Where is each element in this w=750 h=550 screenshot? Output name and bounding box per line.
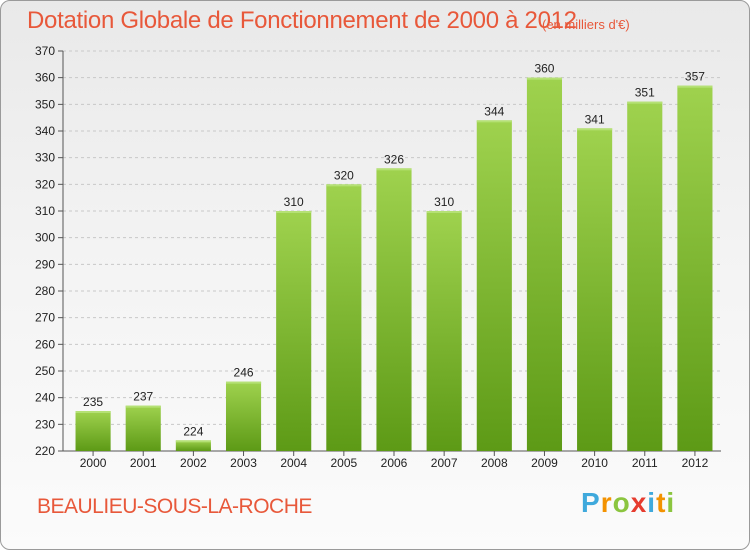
- y-tick-label: 240: [35, 391, 55, 405]
- x-tick-label: 2002: [180, 456, 207, 470]
- bar-2010: [577, 128, 613, 451]
- bar-highlight: [677, 85, 713, 88]
- bar-value-label: 344: [484, 104, 504, 118]
- y-tick-label: 290: [35, 257, 55, 271]
- bar-value-label: 341: [585, 112, 605, 126]
- bar-2002: [175, 440, 211, 451]
- bar-value-label: 224: [183, 424, 203, 438]
- x-tick-label: 2008: [481, 456, 508, 470]
- bar-2007: [426, 211, 462, 451]
- x-tick-label: 2009: [531, 456, 558, 470]
- bar-highlight: [175, 440, 211, 443]
- y-tick-label: 310: [35, 204, 55, 218]
- bar-2009: [526, 77, 563, 452]
- axis-layer: 220 230 240 250 260 270 280 290 300 310 320 330 340 3…: [35, 44, 721, 470]
- y-tick-label: 340: [35, 124, 55, 138]
- bar-value-label: 326: [384, 152, 404, 166]
- bar-value-label: 357: [685, 70, 705, 84]
- proxiti-logo: Proxiti: [581, 487, 675, 519]
- y-tick-label: 230: [35, 417, 55, 431]
- bar-highlight: [276, 211, 312, 213]
- x-tick-label: 2007: [431, 456, 458, 470]
- bar-value-label: 246: [234, 366, 254, 380]
- bar-value-label: 351: [635, 86, 655, 100]
- bar-highlight: [577, 128, 613, 131]
- x-tick-label: 2012: [682, 456, 709, 470]
- x-tick-label: 2006: [381, 456, 408, 470]
- x-tick-label: 2001: [130, 456, 157, 470]
- bar-2004: [276, 211, 312, 451]
- chart-unit-note: (en milliers d'€): [542, 17, 630, 32]
- x-tick-label: 2000: [80, 456, 107, 470]
- bar-highlight: [526, 77, 563, 80]
- x-tick-label: 2011: [632, 456, 658, 470]
- bar-2000: [75, 411, 111, 451]
- bar-highlight: [476, 120, 512, 123]
- y-tick-label: 220: [35, 444, 55, 458]
- y-tick-label: 270: [35, 311, 55, 325]
- bar-2008: [476, 120, 512, 451]
- bar-highlight: [225, 381, 262, 384]
- bar-highlight: [426, 211, 462, 213]
- logo-letter: t: [656, 487, 667, 518]
- y-tick-label: 300: [35, 231, 55, 245]
- logo-letter: r: [600, 487, 613, 518]
- bar-highlight: [326, 184, 362, 187]
- bar-highlight: [125, 405, 161, 408]
- bar-highlight: [627, 101, 663, 104]
- logo-letter: x: [630, 487, 648, 518]
- y-tick-label: 370: [35, 44, 55, 58]
- bar-layer: 235 237 224 246 310 320 326 310 344 360 341 351 357: [75, 62, 713, 452]
- y-tick-label: 260: [35, 337, 55, 351]
- logo-letter: o: [612, 487, 631, 518]
- bar-2006: [376, 168, 412, 452]
- bar-value-label: 360: [534, 62, 554, 76]
- y-tick-label: 330: [35, 151, 55, 165]
- bar-2005: [326, 184, 362, 452]
- x-tick-label: 2004: [280, 456, 307, 470]
- y-tick-label: 350: [35, 97, 55, 111]
- x-tick-label: 2003: [230, 456, 257, 470]
- y-tick-label: 250: [35, 364, 55, 378]
- y-tick-label: 280: [35, 284, 55, 298]
- bar-value-label: 237: [133, 390, 153, 404]
- logo-letter: i: [647, 487, 657, 518]
- bar-2003: [225, 381, 262, 451]
- chart-title: Dotation Globale de Fonctionnement de 20…: [27, 7, 577, 34]
- bar-highlight: [75, 411, 111, 413]
- bar-value-label: 310: [284, 195, 304, 209]
- x-tick-label: 2005: [330, 456, 357, 470]
- bar-2011: [627, 101, 663, 452]
- y-tick-label: 360: [35, 71, 55, 85]
- bar-value-label: 310: [434, 195, 454, 209]
- logo-letter: i: [666, 487, 676, 518]
- bar-2012: [677, 85, 713, 452]
- y-tick-label: 320: [35, 177, 55, 191]
- logo-letter: P: [581, 487, 601, 518]
- bar-2001: [125, 405, 161, 451]
- bar-highlight: [376, 168, 412, 171]
- bar-value-label: 235: [83, 395, 103, 409]
- commune-name: BEAULIEU-SOUS-LA-ROCHE: [37, 495, 312, 518]
- bar-value-label: 320: [334, 168, 354, 182]
- x-tick-label: 2010: [581, 456, 608, 470]
